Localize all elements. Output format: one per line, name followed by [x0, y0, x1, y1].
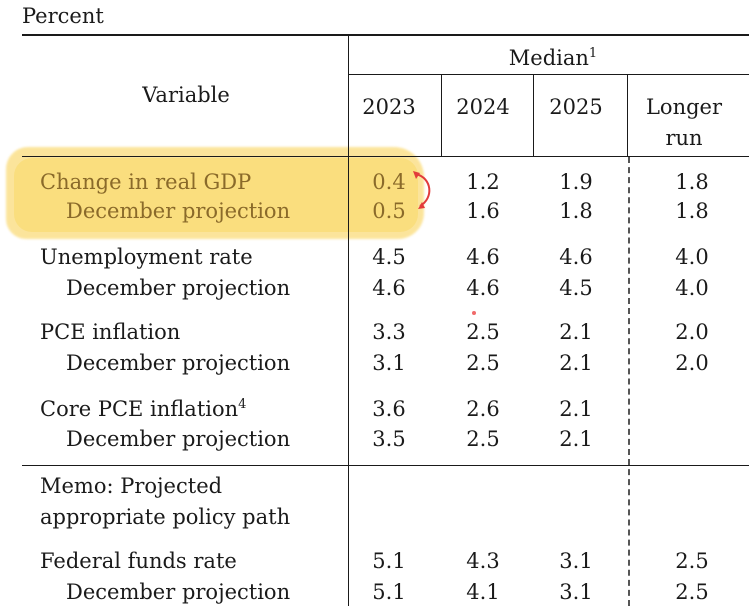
cell-unemployment-longer-run: 4.0	[675, 245, 709, 269]
cell-unemployment-december-2024: 4.6	[466, 276, 500, 300]
cell-pce-december-longer-run: 2.0	[675, 351, 709, 375]
cell-gdp-december-2025: 1.8	[559, 199, 593, 223]
year-header-2024: 2024	[456, 95, 510, 119]
year-rule-2	[533, 74, 534, 156]
cell-gdp-2023: 0.4	[372, 170, 406, 194]
cell-core-pce-december-2024: 2.5	[466, 427, 500, 451]
row-label-core-pce: Core PCE inflation4	[40, 397, 247, 421]
cell-fed-funds-2023: 5.1	[372, 549, 406, 573]
cell-gdp-longer-run: 1.8	[675, 170, 709, 194]
cell-unemployment-december-2025: 4.5	[559, 276, 593, 300]
cell-unemployment-2023: 4.5	[372, 245, 406, 269]
cell-core-pce-2023: 3.6	[372, 397, 406, 421]
cell-pce-2024: 2.5	[466, 320, 500, 344]
row-label-gdp: Change in real GDP	[40, 170, 252, 194]
cell-unemployment-december-2023: 4.6	[372, 276, 406, 300]
cell-pce-2023: 3.3	[372, 320, 406, 344]
row-label-unemployment: Unemployment rate	[40, 245, 253, 269]
row-label-fed-funds-december: December projection	[66, 580, 291, 604]
memo-label-line2: appropriate policy path	[40, 505, 291, 529]
top-rule	[22, 34, 749, 36]
row-label-pce: PCE inflation	[40, 320, 181, 344]
memo-rule	[22, 465, 749, 466]
cell-pce-longer-run: 2.0	[675, 320, 709, 344]
row-label-pce-december: December projection	[66, 351, 291, 375]
cell-fed-funds-2024: 4.3	[466, 549, 500, 573]
cell-core-pce-december-2023: 3.5	[372, 427, 406, 451]
year-rule-1	[441, 74, 442, 156]
cell-gdp-december-2023: 0.5	[372, 199, 406, 223]
cell-fed-funds-longer-run: 2.5	[675, 549, 709, 573]
cell-fed-funds-december-2023: 5.1	[372, 580, 406, 604]
longer-run-header-line1: Longer	[645, 95, 723, 119]
cell-pce-december-2025: 2.1	[559, 351, 593, 375]
annotation-dot-icon	[472, 311, 476, 315]
variable-header: Variable	[142, 83, 230, 107]
longer-run-dashed-rule	[628, 157, 630, 606]
cell-gdp-december-longer-run: 1.8	[675, 199, 709, 223]
longer-run-header-line2: run	[665, 126, 703, 150]
row-label-unemployment-december: December projection	[66, 276, 291, 300]
cell-gdp-2024: 1.2	[466, 170, 500, 194]
header-rule	[22, 156, 749, 157]
cell-core-pce-december-2025: 2.1	[559, 427, 593, 451]
cell-fed-funds-2025: 3.1	[559, 549, 593, 573]
median-rule	[348, 74, 749, 75]
unit-label: Percent	[22, 4, 104, 28]
annotation-arrow-icon	[413, 171, 431, 209]
median-header: Median1	[508, 46, 598, 70]
cell-pce-december-2023: 3.1	[372, 351, 406, 375]
cell-gdp-december-2024: 1.6	[466, 199, 500, 223]
cell-pce-2025: 2.1	[559, 320, 593, 344]
cell-unemployment-december-longer-run: 4.0	[675, 276, 709, 300]
highlight-marker-core	[14, 158, 418, 232]
memo-label-line1: Memo: Projected	[40, 474, 223, 498]
year-header-2025: 2025	[549, 95, 603, 119]
cell-unemployment-2024: 4.6	[466, 245, 500, 269]
cell-fed-funds-december-longer-run: 2.5	[675, 580, 709, 604]
year-rule-3	[627, 74, 628, 156]
cell-fed-funds-december-2025: 3.1	[559, 580, 593, 604]
cell-unemployment-2025: 4.6	[559, 245, 593, 269]
cell-pce-december-2024: 2.5	[466, 351, 500, 375]
cell-gdp-2025: 1.9	[559, 170, 593, 194]
row-label-gdp-december: December projection	[66, 199, 291, 223]
variable-column-rule	[348, 34, 349, 606]
cell-fed-funds-december-2024: 4.1	[466, 580, 500, 604]
row-label-core-pce-december: December projection	[66, 427, 291, 451]
year-header-2023: 2023	[362, 95, 416, 119]
cell-core-pce-2025: 2.1	[559, 397, 593, 421]
cell-core-pce-2024: 2.6	[466, 397, 500, 421]
row-label-fed-funds: Federal funds rate	[40, 549, 237, 573]
